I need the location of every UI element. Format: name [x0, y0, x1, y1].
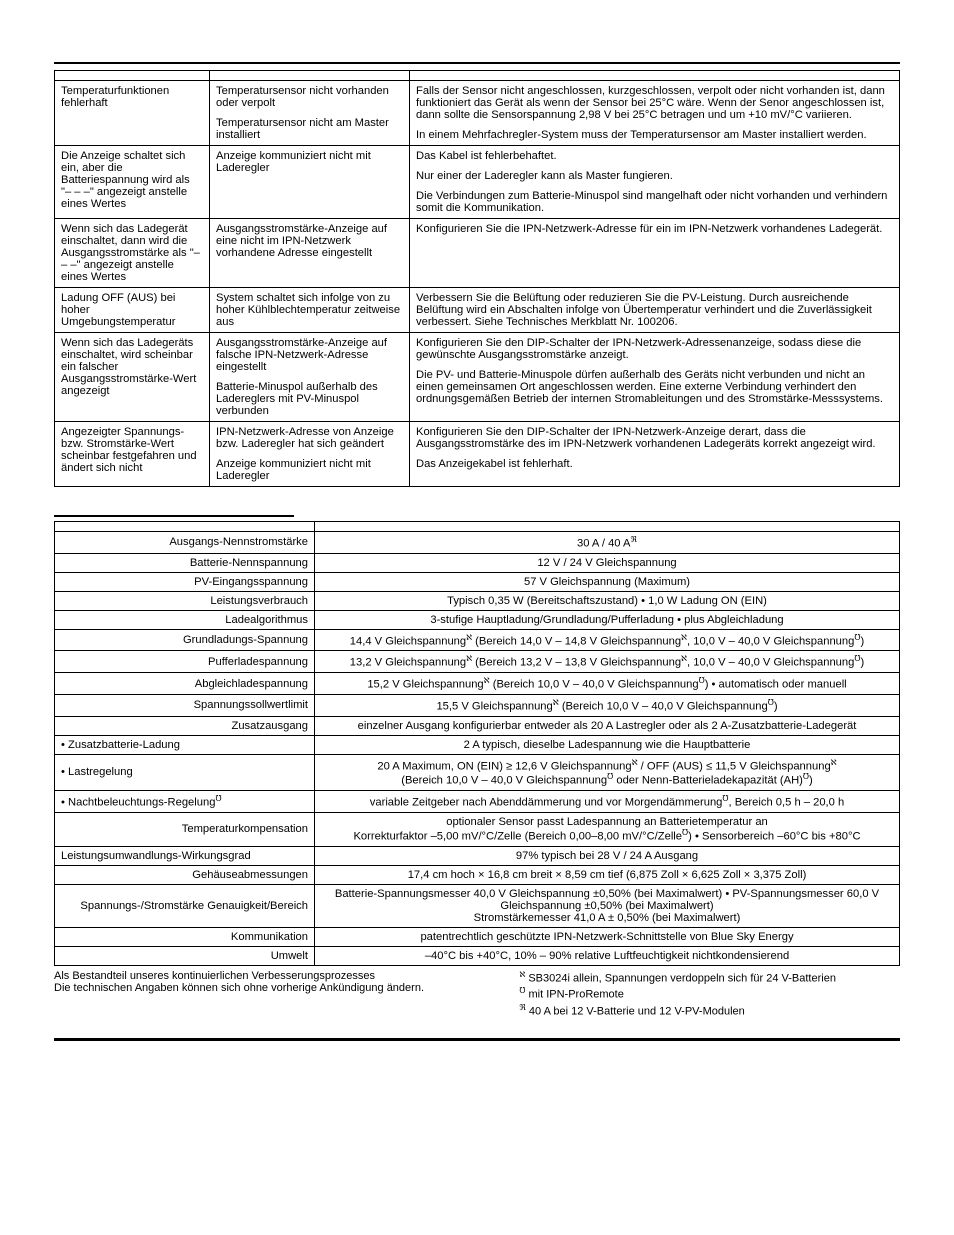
spec-label: Umwelt — [55, 946, 315, 965]
symptom-cell: Ladung OFF (AUS) bei hoher Umgebungstemp… — [55, 288, 210, 333]
spec-value: 30 A / 40 Aℜ — [315, 532, 900, 554]
header-cell — [55, 71, 210, 81]
spec-label: Batterie-Nennspannung — [55, 553, 315, 572]
symptom-cell: Temperaturfunktionen fehlerhaft — [55, 81, 210, 146]
spec-label: Leistungsverbrauch — [55, 591, 315, 610]
spec-value: Batterie-Spannungsmesser 40,0 V Gleichsp… — [315, 884, 900, 927]
cause-text: Ausgangsstromstärke-Anzeige auf eine nic… — [216, 223, 403, 259]
spec-header-cell — [55, 522, 315, 532]
footer-left-2: Die technischen Angaben können sich ohne… — [54, 982, 519, 994]
spec-value: 17,4 cm hoch × 16,8 cm breit × 8,59 cm t… — [315, 865, 900, 884]
cause-text: Temperatursensor nicht am Master install… — [216, 109, 403, 141]
cause-cell: Anzeige kommuniziert nicht mit Laderegle… — [210, 146, 410, 219]
spec-label: Gehäuseabmessungen — [55, 865, 315, 884]
spec-header-cell — [315, 522, 900, 532]
cause-text: IPN-Netzwerk-Adresse von Anzeige bzw. La… — [216, 426, 403, 450]
solution-cell: Falls der Sensor nicht angeschlossen, ku… — [410, 81, 900, 146]
solution-text: Konfigurieren Sie die IPN-Netzwerk-Adres… — [416, 223, 893, 235]
solution-text: Verbessern Sie die Belüftung oder reduzi… — [416, 292, 893, 328]
solution-text: Konfigurieren Sie den DIP-Schalter der I… — [416, 426, 893, 450]
bottom-rule — [54, 1038, 900, 1041]
spec-value: –40°C bis +40°C, 10% – 90% relative Luft… — [315, 946, 900, 965]
spec-label: Zusatzausgang — [55, 716, 315, 735]
symptom-cell: Wenn sich das Ladegerät einschaltet, dan… — [55, 219, 210, 288]
spec-value: optionaler Sensor passt Ladespannung an … — [315, 812, 900, 846]
footer-note-1-text: SB3024i allein, Spannungen verdoppeln si… — [528, 972, 836, 984]
spec-label: Kommunikation — [55, 927, 315, 946]
cause-cell: Ausgangsstromstärke-Anzeige auf falsche … — [210, 333, 410, 422]
footer-note-2: ℧ mit IPN-ProRemote — [519, 986, 900, 1001]
spec-section-divider — [54, 515, 294, 517]
solution-text: Das Kabel ist fehlerbehaftet.Nur einer d… — [416, 150, 893, 214]
spec-label: Ladealgorithmus — [55, 610, 315, 629]
cause-cell: Ausgangsstromstärke-Anzeige auf eine nic… — [210, 219, 410, 288]
footer-left-1: Als Bestandteil unseres kontinuierlichen… — [54, 970, 519, 982]
solution-cell: Verbessern Sie die Belüftung oder reduzi… — [410, 288, 900, 333]
cause-text: System schaltet sich infolge von zu hohe… — [216, 292, 403, 328]
spec-label: • Zusatzbatterie-Ladung — [55, 735, 315, 754]
cause-cell: System schaltet sich infolge von zu hohe… — [210, 288, 410, 333]
spec-label: Leistungsumwandlungs-Wirkungsgrad — [55, 846, 315, 865]
spec-label: Abgleichladespannung — [55, 673, 315, 695]
aleph-sup: ℵ — [519, 970, 525, 979]
spec-value: 13,2 V Gleichspannungℵ (Bereich 13,2 V –… — [315, 651, 900, 673]
cause-text: Anzeige kommuniziert nicht mit Laderegle… — [216, 150, 403, 174]
spec-value: patentrechtlich geschützte IPN-Netzwerk-… — [315, 927, 900, 946]
spec-value: Typisch 0,35 W (Bereitschaftszustand) • … — [315, 591, 900, 610]
footer-note-3-text: 40 A bei 12 V-Batterie und 12 V-PV-Modul… — [529, 1006, 745, 1018]
spec-label: Grundladungs-Spannung — [55, 629, 315, 651]
cause-text: Temperatursensor nicht vorhanden oder ve… — [216, 85, 403, 109]
spec-label: Temperaturkompensation — [55, 812, 315, 846]
symptom-cell: Wenn sich das Ladegeräts einschaltet, wi… — [55, 333, 210, 422]
solution-cell: Konfigurieren Sie die IPN-Netzwerk-Adres… — [410, 219, 900, 288]
solution-text: In einem Mehrfachregler-System muss der … — [416, 121, 893, 141]
spec-label: PV-Eingangsspannung — [55, 572, 315, 591]
solution-text: Konfigurieren Sie den DIP-Schalter der I… — [416, 337, 893, 361]
cause-cell: Temperatursensor nicht vorhanden oder ve… — [210, 81, 410, 146]
spec-label: • Nachtbeleuchtungs-Regelung℧ — [55, 791, 315, 813]
cause-cell: IPN-Netzwerk-Adresse von Anzeige bzw. La… — [210, 422, 410, 487]
solution-cell: Konfigurieren Sie den DIP-Schalter der I… — [410, 333, 900, 422]
solution-text: Die PV- und Batterie-Minuspole dürfen au… — [416, 361, 893, 405]
symptom-cell: Angezeigter Spannungs- bzw. Stromstärke-… — [55, 422, 210, 487]
spec-label: Pufferladespannung — [55, 651, 315, 673]
footer-note-2-text: mit IPN-ProRemote — [529, 989, 624, 1001]
cause-text: Anzeige kommuniziert nicht mit Laderegle… — [216, 450, 403, 482]
spec-label: Ausgangs-Nennstromstärke — [55, 532, 315, 554]
realpart-sup: ℜ — [519, 1003, 526, 1012]
solution-cell: Konfigurieren Sie den DIP-Schalter der I… — [410, 422, 900, 487]
cause-text: Batterie-Minuspol außerhalb des Laderegl… — [216, 373, 403, 417]
symptom-cell: Die Anzeige schaltet sich ein, aber die … — [55, 146, 210, 219]
spec-value: einzelner Ausgang konfigurierbar entwede… — [315, 716, 900, 735]
troubleshooting-table: Temperaturfunktionen fehlerhaftTemperatu… — [54, 70, 900, 487]
spec-value: 3-stufige Hauptladung/Grundladung/Puffer… — [315, 610, 900, 629]
spec-value: 15,5 V Gleichspannungℵ (Bereich 10,0 V –… — [315, 694, 900, 716]
spec-value: 97% typisch bei 28 V / 24 A Ausgang — [315, 846, 900, 865]
spec-value: variable Zeitgeber nach Abenddämmerung u… — [315, 791, 900, 813]
spec-label: Spannungs-/Stromstärke Genauigkeit/Berei… — [55, 884, 315, 927]
top-rule — [54, 62, 900, 64]
spec-value: 57 V Gleichspannung (Maximum) — [315, 572, 900, 591]
spec-table: Ausgangs-Nennstromstärke30 A / 40 AℜBatt… — [54, 521, 900, 966]
spec-label: Spannungssollwertlimit — [55, 694, 315, 716]
mho-sup: ℧ — [519, 986, 525, 995]
spec-value: 14,4 V Gleichspannungℵ (Bereich 14,0 V –… — [315, 629, 900, 651]
header-cell — [410, 71, 900, 81]
spec-value: 20 A Maximum, ON (EIN) ≥ 12,6 V Gleichsp… — [315, 754, 900, 790]
spec-value: 15,2 V Gleichspannungℵ (Bereich 10,0 V –… — [315, 673, 900, 695]
solution-text: Falls der Sensor nicht angeschlossen, ku… — [416, 85, 893, 121]
spec-label: • Lastregelung — [55, 754, 315, 790]
spec-value: 2 A typisch, dieselbe Ladespannung wie d… — [315, 735, 900, 754]
solution-cell: Das Kabel ist fehlerbehaftet.Nur einer d… — [410, 146, 900, 219]
spec-value: 12 V / 24 V Gleichspannung — [315, 553, 900, 572]
footer-note-3: ℜ 40 A bei 12 V-Batterie und 12 V-PV-Mod… — [519, 1003, 900, 1018]
solution-text: Das Anzeigekabel ist fehlerhaft. — [416, 450, 893, 470]
footer: Als Bestandteil unseres kontinuierlichen… — [54, 970, 900, 1020]
footer-note-1: ℵ SB3024i allein, Spannungen verdoppeln … — [519, 970, 900, 985]
header-cell — [210, 71, 410, 81]
cause-text: Ausgangsstromstärke-Anzeige auf falsche … — [216, 337, 403, 373]
